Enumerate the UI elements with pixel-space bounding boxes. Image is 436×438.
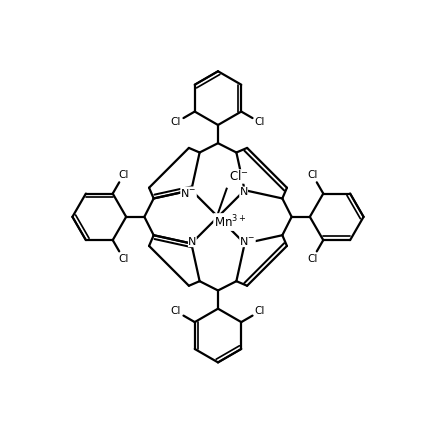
Text: Cl: Cl (307, 170, 318, 180)
Text: Cl: Cl (171, 306, 181, 316)
Text: Cl: Cl (255, 117, 265, 127)
Text: Cl: Cl (118, 170, 129, 180)
Text: Cl$^{-}$: Cl$^{-}$ (229, 170, 249, 184)
Text: Mn$^{3+}$: Mn$^{3+}$ (214, 214, 246, 230)
Text: N: N (188, 237, 197, 247)
Text: Cl: Cl (118, 254, 129, 264)
Text: N: N (239, 187, 248, 197)
Text: Cl: Cl (171, 117, 181, 127)
Text: Cl: Cl (307, 254, 318, 264)
Text: N$^{-}$: N$^{-}$ (181, 187, 197, 199)
Text: Cl: Cl (255, 306, 265, 316)
Text: N$^{-}$: N$^{-}$ (239, 235, 255, 247)
